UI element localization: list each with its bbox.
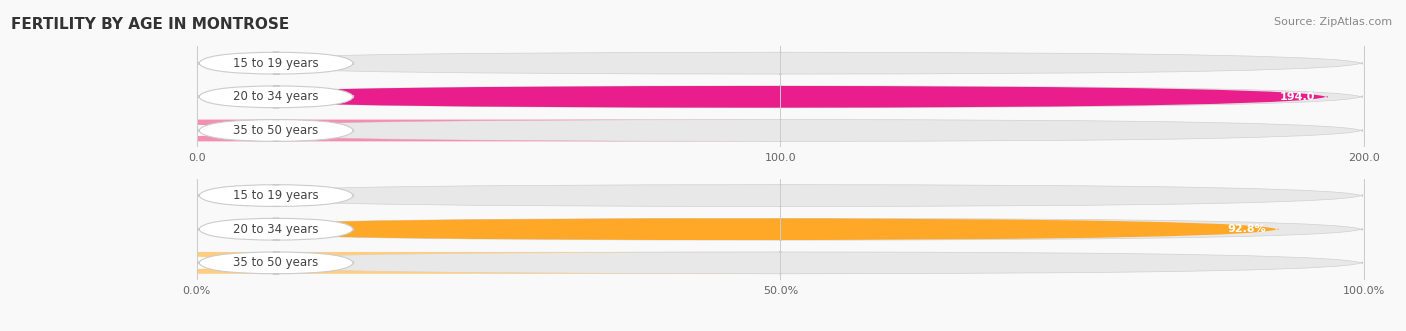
FancyBboxPatch shape — [198, 52, 1362, 74]
Text: 0.0%: 0.0% — [215, 191, 243, 201]
Text: 100.0: 100.0 — [765, 153, 796, 163]
FancyBboxPatch shape — [198, 86, 353, 108]
Text: 0.0%: 0.0% — [183, 286, 211, 296]
Text: FERTILITY BY AGE IN MONTROSE: FERTILITY BY AGE IN MONTROSE — [11, 17, 290, 31]
FancyBboxPatch shape — [198, 119, 353, 141]
FancyBboxPatch shape — [198, 119, 1362, 141]
Text: 15 to 19 years: 15 to 19 years — [233, 57, 319, 70]
Text: 15 to 19 years: 15 to 19 years — [233, 189, 319, 202]
Text: Source: ZipAtlas.com: Source: ZipAtlas.com — [1274, 17, 1392, 26]
FancyBboxPatch shape — [198, 218, 353, 240]
Text: 100.0%: 100.0% — [1343, 286, 1385, 296]
Text: 200.0: 200.0 — [1348, 153, 1379, 163]
FancyBboxPatch shape — [198, 185, 1362, 207]
Text: 20 to 34 years: 20 to 34 years — [233, 90, 319, 103]
Text: 194.0: 194.0 — [1279, 92, 1315, 102]
Text: 35 to 50 years: 35 to 50 years — [233, 124, 319, 137]
Text: 92.8%: 92.8% — [1227, 224, 1265, 234]
Text: 20 to 34 years: 20 to 34 years — [233, 223, 319, 236]
FancyBboxPatch shape — [0, 252, 782, 274]
FancyBboxPatch shape — [198, 185, 353, 207]
FancyBboxPatch shape — [198, 218, 1362, 240]
Text: 7.3%: 7.3% — [299, 258, 328, 268]
FancyBboxPatch shape — [198, 252, 353, 274]
Text: 0.0: 0.0 — [215, 58, 233, 68]
FancyBboxPatch shape — [198, 252, 1362, 274]
FancyBboxPatch shape — [198, 86, 1327, 108]
Text: 0.0: 0.0 — [188, 153, 205, 163]
Text: 50.0%: 50.0% — [762, 286, 799, 296]
FancyBboxPatch shape — [198, 218, 1279, 240]
FancyBboxPatch shape — [198, 86, 1362, 108]
FancyBboxPatch shape — [0, 119, 782, 141]
FancyBboxPatch shape — [198, 52, 353, 74]
Text: 12.0: 12.0 — [284, 125, 309, 135]
Text: 35 to 50 years: 35 to 50 years — [233, 257, 319, 269]
